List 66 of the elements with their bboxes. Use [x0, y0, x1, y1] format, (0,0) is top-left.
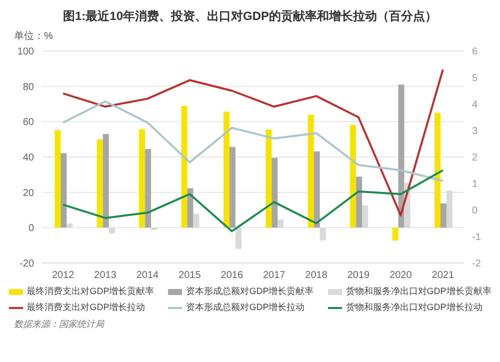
- legend-label: 最终消费支出对GDP增长贡献率: [26, 285, 154, 298]
- x-tick-label: 2015: [178, 270, 202, 282]
- legend-label: 资本形成总额对GDP增长贡献率: [186, 285, 314, 298]
- y2-tick-label: 1: [472, 179, 478, 190]
- y2-tick-label: 4: [472, 100, 478, 111]
- y-tick-label: 40: [22, 152, 34, 164]
- chart-title: 图1:最近10年消费、投资、出口对GDP的贡献率和增长拉动（百分点）: [62, 8, 438, 25]
- bar: [223, 112, 230, 228]
- x-tick-label: 2016: [220, 270, 244, 282]
- y2-tick-label: 0: [472, 206, 478, 217]
- bar: [356, 176, 362, 228]
- x-tick-label: 2017: [262, 270, 286, 282]
- x-tick-label: 2014: [136, 270, 160, 282]
- y2-tick-label: -1: [472, 232, 482, 244]
- bar: [272, 158, 278, 228]
- bar: [398, 84, 404, 228]
- bar: [266, 130, 272, 228]
- bar: [278, 220, 284, 228]
- x-tick-label: 2019: [347, 270, 370, 282]
- legend-label: 最终消费支出对GDP增长拉动: [26, 301, 146, 314]
- x-tick-label: 2013: [94, 270, 117, 282]
- y-tick-label: 20: [22, 188, 34, 199]
- bar: [440, 203, 446, 228]
- bar: [235, 228, 242, 249]
- x-tick-label: 2012: [52, 270, 75, 282]
- bar: [320, 228, 326, 240]
- x-tick-label: 2020: [390, 270, 412, 282]
- bar: [54, 130, 61, 228]
- source-note: 数据来源：国家统计局: [14, 318, 106, 331]
- bar: [362, 205, 368, 228]
- line-series: [62, 169, 444, 232]
- legend-label: 货物和服务净出口对GDP增长拉动: [346, 301, 482, 314]
- y2-tick-label: 3: [472, 126, 478, 138]
- bar: [350, 125, 356, 228]
- x-tick-label: 2018: [305, 270, 328, 282]
- bar: [60, 153, 67, 228]
- y-tick-label: 0: [28, 223, 34, 234]
- bar: [187, 188, 194, 228]
- bar: [102, 134, 109, 228]
- bar: [139, 129, 146, 228]
- line-series: [62, 100, 444, 182]
- bar: [314, 151, 320, 228]
- bar: [446, 190, 452, 228]
- y2-tick-label: -2: [472, 258, 482, 270]
- y2-tick-label: 2: [472, 152, 478, 164]
- x-tick-label: 2021: [432, 270, 454, 282]
- bar: [308, 114, 314, 228]
- text: 单位：%: [14, 30, 54, 43]
- y2-tick-label: 5: [472, 73, 478, 84]
- bar: [181, 106, 188, 228]
- legend-label: 货物和服务净出口对GDP增长贡献率: [346, 285, 492, 298]
- bar: [193, 214, 200, 228]
- bar: [108, 228, 115, 234]
- bar: [96, 139, 103, 228]
- bar: [434, 112, 440, 228]
- y-tick-label: -20: [20, 258, 34, 270]
- bar: [145, 149, 152, 228]
- bar: [229, 146, 236, 228]
- y-tick-label: 60: [22, 117, 34, 128]
- y-tick-label: 100: [17, 46, 34, 58]
- bar: [66, 223, 73, 228]
- line-series: [62, 68, 444, 216]
- y-tick-label: 80: [22, 82, 34, 93]
- y2-tick-label: 6: [472, 46, 478, 58]
- legend-label: 资本形成总额对GDP增长拉动: [186, 301, 305, 314]
- bar: [392, 228, 398, 241]
